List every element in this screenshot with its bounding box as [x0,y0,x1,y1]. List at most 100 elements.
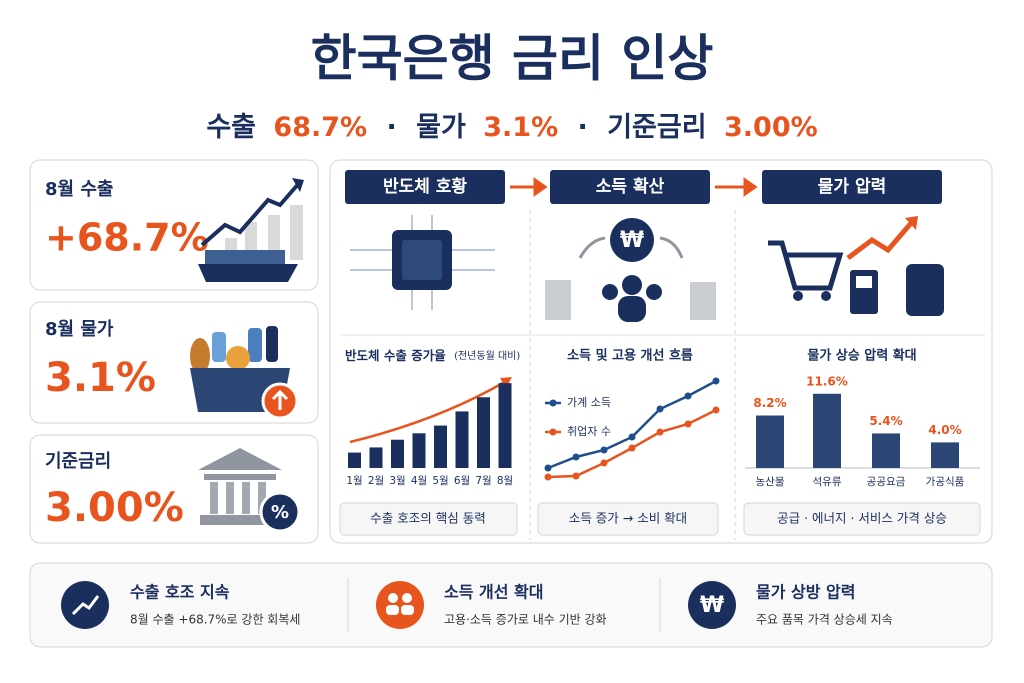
point [712,377,720,385]
kpi-value: +68.7% [45,216,209,260]
subtitle-value: 68.7% [273,112,367,143]
point [684,392,692,400]
bar [412,433,426,468]
bar [391,439,404,468]
point [544,464,552,472]
footer-text: 8월 수출 +68.7%로 강한 회복세 [130,613,300,627]
x-tick-label: 8월 [497,475,513,487]
badge-text: % [271,502,289,523]
kpi-label: 8월 수출 [45,179,113,200]
separator: · [386,112,396,143]
panel-title-note: (전년동월 대비) [454,350,520,362]
flow-step-box [762,170,942,204]
x-tick-label: 5월 [432,475,448,487]
flow-step-box [345,170,505,204]
caption: 수출 호조의 핵심 동력 [370,511,485,526]
bar [813,393,841,468]
bar [434,425,447,468]
trend-arrow-head [500,377,512,388]
panel-title: 소득 및 고용 개선 흐름 [567,348,693,364]
chip-icon [350,215,495,310]
currency-symbol: ₩ [700,593,724,618]
income-icon [545,218,716,322]
bar [498,383,512,468]
subtitle-value: 3.00% [724,112,818,143]
separator: · [578,112,588,143]
bar [931,442,959,468]
x-tick-label: 6월 [454,475,470,487]
currency-symbol: ₩ [620,228,644,253]
kpi-value: 3.00% [45,485,184,531]
point [628,444,636,452]
panel-title: 반도체 수출 증가율 (전년동월 대비) [345,348,520,363]
x-tick-label: 4월 [411,475,427,487]
value-label: 4.0% [928,423,961,437]
subtitle-label: 물가 [416,112,466,143]
subtitle-value: 3.1% [483,112,558,143]
panel-title-text: 반도체 수출 증가율 [345,348,446,363]
kpi-label: 8월 물가 [45,319,114,340]
flow-step-box [550,170,710,204]
legend-swatch [549,399,557,407]
footer-box [29,562,993,648]
kpi-value: 3.1% [45,355,156,401]
x-tick-label: 가공식품 [926,476,965,488]
legend-swatch [549,428,557,436]
flow-step: 반도체 호황 [383,177,467,197]
value-label: 8.2% [753,396,786,410]
point [684,420,692,428]
subtitle: 수출 68.7% · 물가 3.1% · 기준금리 3.00% [206,112,817,143]
footer-icon [688,581,736,629]
point [600,446,608,454]
point [600,459,608,467]
footer-title: 수출 호조 지속 [130,583,230,602]
x-tick-label: 공공요금 [867,476,906,488]
point [544,473,552,481]
footer-icon-glyph [71,595,100,616]
footer-title: 소득 개선 확대 [444,583,543,602]
point [572,453,580,461]
point [628,433,636,441]
bar [872,433,900,468]
flow-step: 물가 압력 [818,176,886,197]
x-tick-label: 석유류 [813,476,842,488]
basket-icon [190,326,299,420]
bar [348,452,361,468]
x-tick-label: 3월 [389,475,405,487]
point [656,428,664,436]
caption-box [743,502,981,536]
subtitle-label: 기준금리 [607,112,706,143]
value-label: 5.4% [869,414,902,428]
caption-box [537,502,719,536]
legend-label: 가계 소득 [567,396,611,409]
footer-icon-glyph [386,593,414,615]
panel-title: 물가 상승 압력 확대 [807,348,916,364]
caption: 소득 증가 → 소비 확대 [569,511,687,526]
title: 한국은행 금리 인상 [311,30,714,88]
bar [455,411,469,468]
x-tick-label: 7월 [475,475,491,487]
ship-icon [198,178,304,282]
point [572,472,580,480]
footer-text: 주요 품목 가격 상승세 지속 [756,613,893,627]
flow-arrow [510,177,758,197]
subtitle-label: 수출 [206,112,256,143]
bar [756,415,784,468]
x-tick-label: 1월 [346,475,362,487]
footer-icon [376,581,424,629]
kpi-label: 기준금리 [45,451,111,472]
bar [369,447,383,468]
caption-box [339,502,518,536]
bank-icon [198,448,301,533]
x-tick-label: 2월 [368,475,384,487]
point [656,405,664,413]
legend-label: 취업자 수 [567,425,611,438]
caption: 공급 · 에너지 · 서비스 가격 상승 [777,511,947,526]
bar [477,397,490,468]
flow-step: 소득 확산 [596,177,665,197]
footer-text: 고용·소득 증가로 내수 기반 강화 [444,613,607,627]
trend-arrow [349,378,509,444]
price-icons [768,216,944,316]
